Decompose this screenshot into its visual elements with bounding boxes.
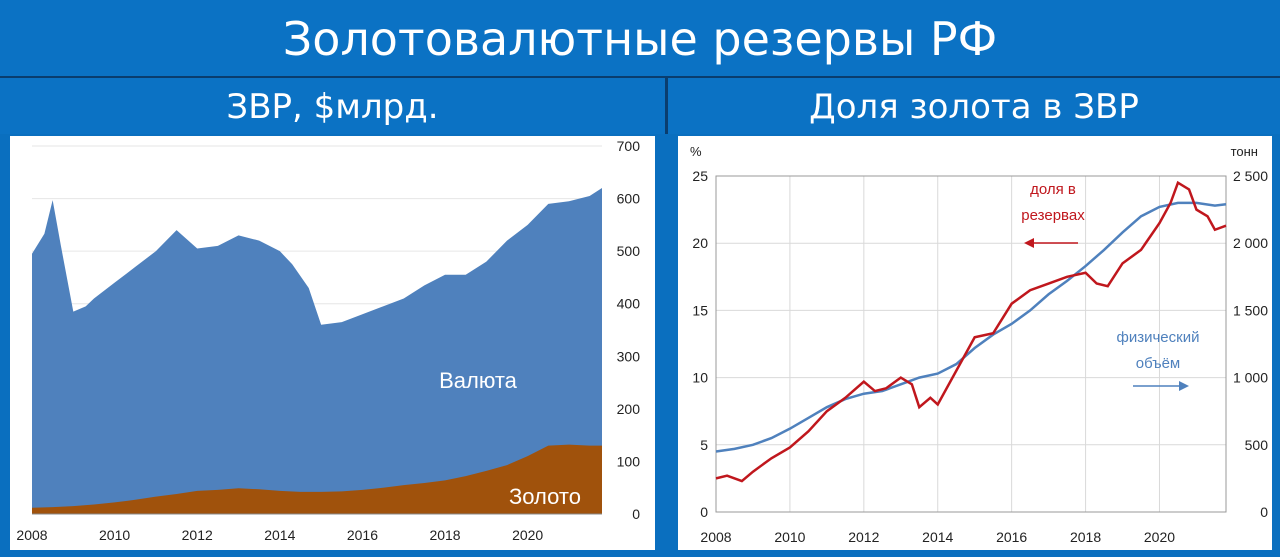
left-y-tick-label: 5 xyxy=(700,437,708,453)
right-y-tick-label: 0 xyxy=(1260,504,1268,520)
right-axis-unit: тонн xyxy=(1231,144,1258,159)
gold-share-chart-panel: % тонн 0 5 10 15 20 25 0 500 1 000 1 500 2 000 2 500 2… xyxy=(678,136,1272,550)
right-y-tick-label: 1 000 xyxy=(1233,370,1268,386)
left-y-tick-label: 25 xyxy=(692,168,708,184)
right-y-tick-label: 2 000 xyxy=(1233,235,1268,251)
physical-volume-annotation: объём xyxy=(1136,355,1180,372)
left-y-tick-label: 10 xyxy=(692,370,708,386)
x-tick-label: 2012 xyxy=(182,527,213,543)
physical-volume-line xyxy=(715,201,1227,453)
right-y-tick-label: 2 500 xyxy=(1233,168,1268,184)
y-tick-label: 0 xyxy=(632,506,640,522)
x-tick-label: 2008 xyxy=(700,529,731,545)
page-title: Золотовалютные резервы РФ xyxy=(282,12,998,66)
right-panel-header: Доля золота в ЗВР xyxy=(668,78,1280,134)
left-axis-unit: % xyxy=(690,144,702,159)
gold-area xyxy=(32,444,602,514)
x-tick-label: 2020 xyxy=(512,527,543,543)
currency-area xyxy=(32,188,602,515)
gold-label: Золото xyxy=(509,484,581,509)
reserves-chart-panel: 0 100 200 300 400 500 600 700 2008 2010 2012 2014 20… xyxy=(10,136,655,550)
left-y-tick-label: 0 xyxy=(700,504,708,520)
x-tick-label: 2010 xyxy=(99,527,130,543)
right-arrow-head xyxy=(1179,381,1189,391)
gold-share-annotation: резервах xyxy=(1021,207,1085,224)
right-panel-title: Доля золота в ЗВР xyxy=(809,87,1139,127)
y-tick-label: 300 xyxy=(617,348,641,364)
x-tick-label: 2018 xyxy=(1070,529,1101,545)
left-panel-header: ЗВР, $млрд. xyxy=(0,78,668,134)
left-y-tick-label: 20 xyxy=(692,235,708,251)
right-y-tick-label: 500 xyxy=(1245,437,1269,453)
currency-label: Валюта xyxy=(439,368,518,393)
left-y-tick-label: 15 xyxy=(692,302,708,318)
y-tick-label: 600 xyxy=(617,191,641,207)
physical-volume-annotation: физический xyxy=(1117,329,1200,346)
gold-share-annotation: доля в xyxy=(1030,181,1076,198)
right-y-tick-label: 1 500 xyxy=(1233,302,1268,318)
x-tick-label: 2010 xyxy=(774,529,805,545)
y-tick-label: 100 xyxy=(617,453,641,469)
y-tick-label: 200 xyxy=(617,401,641,417)
x-tick-label: 2016 xyxy=(347,527,378,543)
x-tick-label: 2014 xyxy=(264,527,295,543)
reserves-area-chart: 0 100 200 300 400 500 600 700 2008 2010 2012 2014 20… xyxy=(16,138,641,543)
x-tick-label: 2016 xyxy=(996,529,1027,545)
x-tick-label: 2014 xyxy=(922,529,953,545)
x-tick-label: 2020 xyxy=(1144,529,1175,545)
y-tick-label: 500 xyxy=(617,243,641,259)
gold-share-line xyxy=(715,180,1227,483)
y-tick-label: 400 xyxy=(617,296,641,312)
x-tick-label: 2012 xyxy=(848,529,879,545)
x-tick-label: 2008 xyxy=(16,527,47,543)
plot-frame xyxy=(715,175,1227,513)
gold-share-line-chart: % тонн 0 5 10 15 20 25 0 500 1 000 1 500 2 000 2 500 2… xyxy=(690,144,1269,545)
left-panel-title: ЗВР, $млрд. xyxy=(226,87,439,127)
header-banner: Золотовалютные резервы РФ xyxy=(0,0,1280,78)
y-tick-label: 700 xyxy=(617,138,641,154)
left-arrow-head xyxy=(1024,238,1034,248)
x-tick-label: 2018 xyxy=(429,527,460,543)
